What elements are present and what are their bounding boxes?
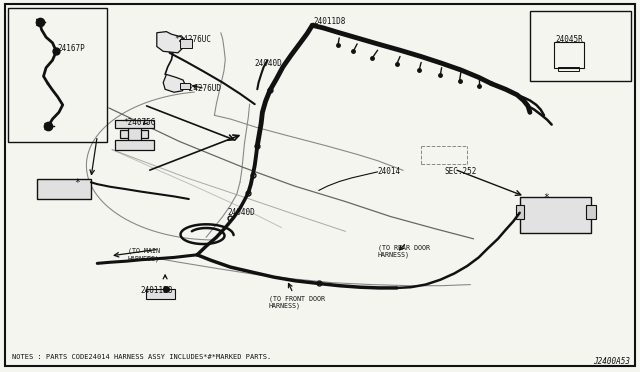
Text: J2400A53: J2400A53 <box>593 357 630 366</box>
Bar <box>8 8 107 142</box>
Bar <box>115 120 154 128</box>
Polygon shape <box>163 74 186 92</box>
Bar <box>558 67 579 71</box>
Text: 24045R: 24045R <box>556 35 583 44</box>
Text: *24276UD: *24276UD <box>184 84 221 93</box>
Text: 24011D8: 24011D8 <box>314 17 346 26</box>
Bar <box>180 39 192 48</box>
Bar <box>586 205 596 219</box>
Bar <box>180 83 190 89</box>
Bar <box>128 127 141 145</box>
Text: 24167P: 24167P <box>58 44 85 53</box>
Bar <box>520 197 591 232</box>
Text: *24075G: *24075G <box>123 118 156 126</box>
Text: (TO MAIN
HARNESS): (TO MAIN HARNESS) <box>128 248 160 262</box>
Text: SEC.252: SEC.252 <box>445 167 477 176</box>
Bar <box>115 140 154 150</box>
Bar <box>37 179 91 199</box>
Text: NOTES : PARTS CODE24014 HARNESS ASSY INCLUDES*#*MARKED PARTS.: NOTES : PARTS CODE24014 HARNESS ASSY INC… <box>12 354 271 360</box>
Text: 24040D: 24040D <box>255 59 282 68</box>
Text: *: * <box>543 193 550 203</box>
Text: *: * <box>74 178 80 188</box>
Text: 24040D: 24040D <box>227 208 255 217</box>
Bar <box>554 42 584 68</box>
Bar <box>146 289 175 299</box>
Bar <box>530 11 631 81</box>
Text: 24014: 24014 <box>378 167 401 176</box>
Text: 24011D8: 24011D8 <box>141 286 173 295</box>
Text: (TO FRONT DOOR
HARNESS): (TO FRONT DOOR HARNESS) <box>269 295 325 309</box>
Bar <box>120 130 148 138</box>
Polygon shape <box>157 32 186 53</box>
Text: (TO REAR DOOR
HARNESS): (TO REAR DOOR HARNESS) <box>378 244 429 258</box>
Text: *24276UC: *24276UC <box>174 35 211 44</box>
Bar <box>516 205 524 219</box>
